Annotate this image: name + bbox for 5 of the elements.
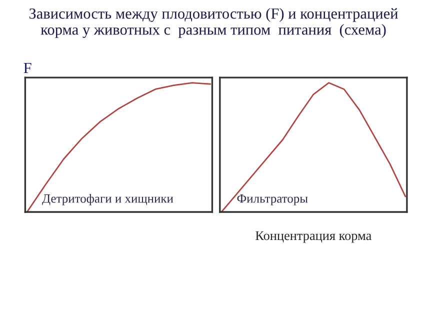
- x-axis-title: Концентрация корма: [256, 231, 372, 243]
- y-axis-title: F: [24, 63, 32, 73]
- annotation: Фильтраторы: [237, 194, 308, 206]
- annotation: Детритофаги и хищники: [42, 194, 174, 206]
- chart-title: Зависимость между плодовитостью (F) и концентрацией корма у животных с разным типом питания (схема): [29, 8, 398, 38]
